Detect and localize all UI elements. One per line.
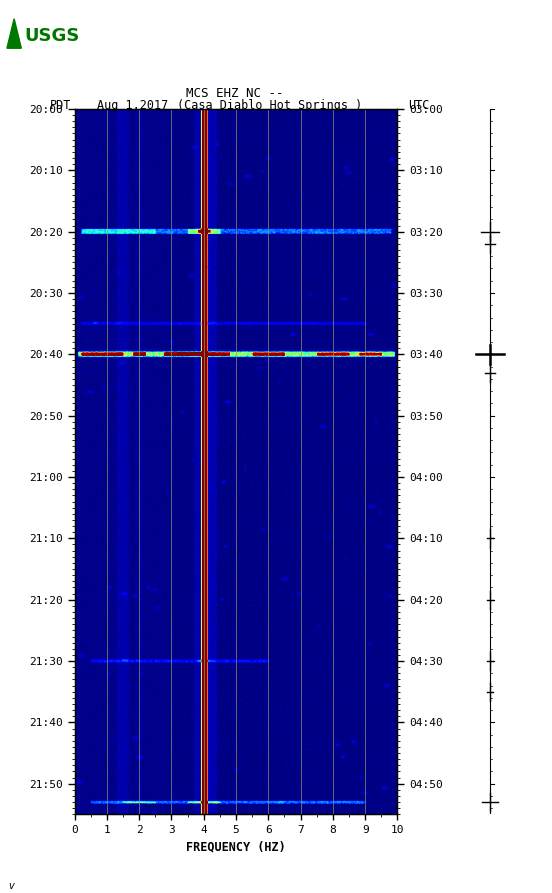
Text: USGS: USGS	[24, 27, 79, 45]
Text: (Casa Diablo Hot Springs ): (Casa Diablo Hot Springs )	[177, 98, 362, 112]
Text: PDT: PDT	[50, 98, 71, 112]
Text: MCS EHZ NC --: MCS EHZ NC --	[186, 87, 283, 100]
Text: $v$: $v$	[8, 880, 16, 890]
X-axis label: FREQUENCY (HZ): FREQUENCY (HZ)	[186, 840, 286, 854]
Text: Aug 1,2017: Aug 1,2017	[97, 98, 168, 112]
Polygon shape	[7, 19, 22, 48]
Text: UTC: UTC	[408, 98, 430, 112]
